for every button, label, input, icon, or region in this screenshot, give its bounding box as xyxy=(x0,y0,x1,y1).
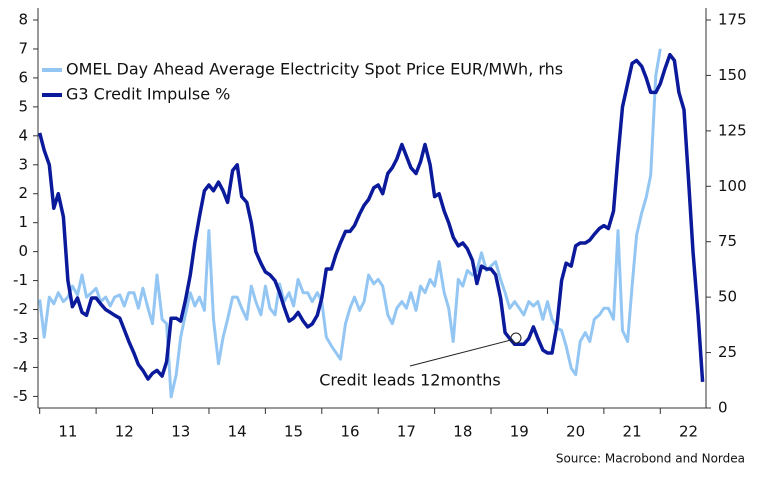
x-tick-label: 11 xyxy=(58,423,77,441)
y-tick-label: -3 xyxy=(13,329,28,347)
annotation-line xyxy=(409,339,512,367)
x-tick-label: 17 xyxy=(397,423,416,441)
y-tick-label: 2 xyxy=(18,184,28,202)
x-tick-label: 19 xyxy=(510,423,529,441)
x-tick-label: 15 xyxy=(284,423,303,441)
legend-label: G3 Credit Impulse % xyxy=(66,85,230,104)
source: Source: Macrobond and Nordea xyxy=(556,452,745,466)
x-tick-label: 22 xyxy=(679,423,698,441)
x-tick-label: 20 xyxy=(566,423,585,441)
y-tick-label: 8 xyxy=(18,11,28,29)
x-tick-label: 21 xyxy=(623,423,642,441)
series-line xyxy=(38,52,705,383)
y2-tick-label: 25 xyxy=(718,343,737,361)
y-tick-label: 1 xyxy=(18,213,28,231)
y2-tick-label: 0 xyxy=(718,399,728,417)
x-tick-label: 16 xyxy=(340,423,359,441)
y2-tick-label: 100 xyxy=(718,177,747,195)
y-tick-label: 5 xyxy=(18,97,28,115)
annotation: Credit leads 12months xyxy=(319,371,501,390)
y-tick-label: 0 xyxy=(18,242,28,260)
y-tick-label: -1 xyxy=(13,271,28,289)
y2-tick-label: 125 xyxy=(718,121,747,139)
x-tick-label: 18 xyxy=(453,423,472,441)
y2-tick-label: 75 xyxy=(718,232,737,250)
x-tick-label: 12 xyxy=(115,423,134,441)
y2-tick-label: 175 xyxy=(718,11,747,29)
y-tick-label: -4 xyxy=(13,358,28,376)
y2-tick-label: 150 xyxy=(718,66,747,84)
y-tick-label: 3 xyxy=(18,155,28,173)
y-tick-label: -2 xyxy=(13,300,28,318)
y2-tick-label: 50 xyxy=(718,288,737,306)
y-tick-label: -5 xyxy=(13,387,28,405)
x-tick-label: 14 xyxy=(228,423,247,441)
annotation-circle xyxy=(510,332,522,344)
y-tick-label: 7 xyxy=(18,39,28,57)
x-tick-label: 13 xyxy=(171,423,190,441)
y-tick-label: 6 xyxy=(18,68,28,86)
y-tick-label: 4 xyxy=(18,126,28,144)
legend-label: OMEL Day Ahead Average Electricity Spot … xyxy=(66,60,563,79)
